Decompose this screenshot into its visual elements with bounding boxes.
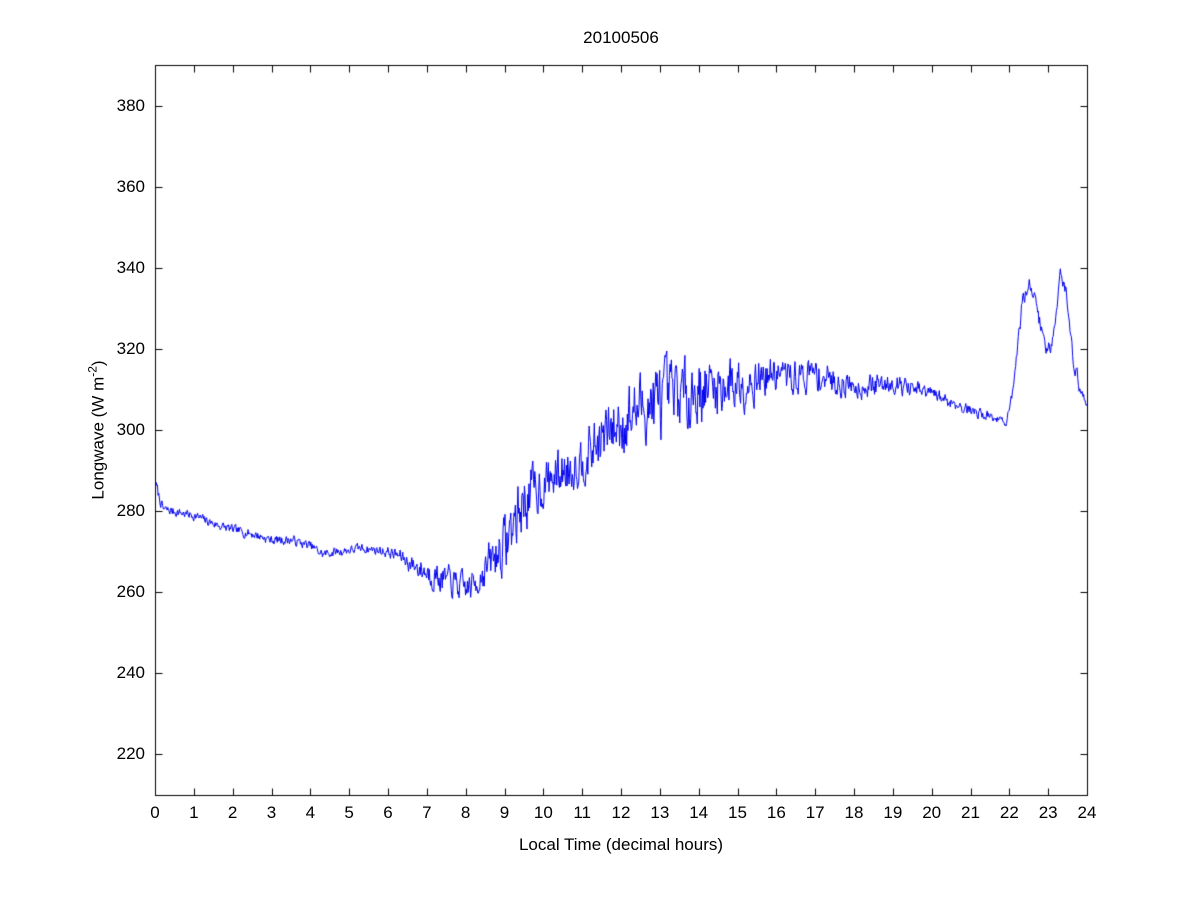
x-tick-label: 8 <box>460 803 471 822</box>
x-tick-label: 24 <box>1077 803 1097 822</box>
x-tick-label: 9 <box>499 803 510 822</box>
y-tick-label: 220 <box>116 744 145 764</box>
x-tick-label: 20 <box>922 803 942 822</box>
x-tick-label: 6 <box>383 803 393 822</box>
x-tick-label: 15 <box>728 803 747 822</box>
x-tick-label: 19 <box>883 803 903 822</box>
chart-title: 20100506 <box>583 28 659 47</box>
y-axis-label-post: ) <box>88 360 108 367</box>
y-tick-label: 260 <box>116 582 145 602</box>
x-tick-label: 5 <box>344 803 354 822</box>
y-tick-label: 320 <box>116 338 145 358</box>
x-axis-label: Local Time (decimal hours) <box>518 835 724 854</box>
y-tick-label: 380 <box>116 95 145 115</box>
x-tick-label: 10 <box>533 803 553 822</box>
y-tick-label: 340 <box>116 257 145 277</box>
y-tick-label: 280 <box>116 501 145 521</box>
x-tick-label: 16 <box>766 803 786 822</box>
x-tick-label: 18 <box>844 803 864 822</box>
x-tick-label: 11 <box>573 803 591 822</box>
x-tick-label: 17 <box>805 803 825 822</box>
x-tick-label: 4 <box>305 803 316 822</box>
x-tick-label: 13 <box>650 803 670 822</box>
y-axis-label-sup: -2 <box>85 366 100 377</box>
y-tick-label: 240 <box>116 663 145 683</box>
x-tick-label: 2 <box>227 803 238 822</box>
x-tick-label: 22 <box>999 803 1019 822</box>
x-tick-label: 1 <box>189 803 199 822</box>
x-tick-label: 21 <box>961 803 980 822</box>
y-tick-label: 360 <box>116 176 145 196</box>
y-tick-label: 300 <box>116 420 145 439</box>
x-tick-label: 23 <box>1038 803 1058 822</box>
x-tick-label: 14 <box>689 803 709 822</box>
x-tick-label: 3 <box>266 803 277 822</box>
x-tick-label: 12 <box>611 803 631 822</box>
x-tick-label: 0 <box>150 803 160 822</box>
x-tick-label: 7 <box>422 803 432 822</box>
